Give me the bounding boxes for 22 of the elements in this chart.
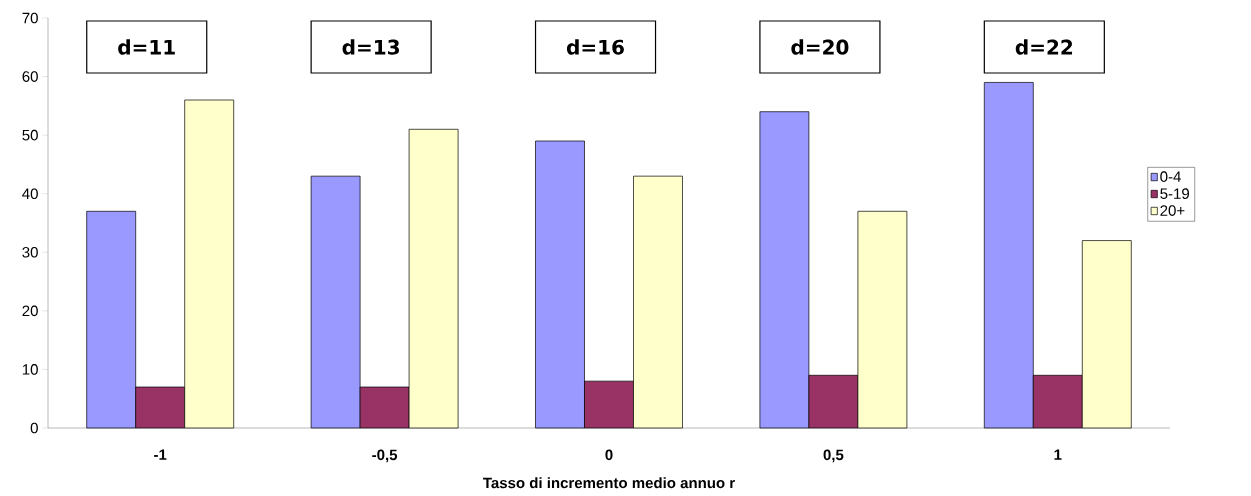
- y-tick-label: 20: [22, 305, 38, 317]
- x-tick-label: 1: [1054, 449, 1062, 460]
- annotation: d=16: [566, 39, 624, 55]
- y-tick-label: 0: [30, 422, 38, 434]
- legend-label: 5-19: [1160, 188, 1189, 199]
- annotation: d=11: [118, 39, 175, 55]
- legend-label: 20+: [1160, 205, 1185, 216]
- x-tick-label: -1: [154, 449, 167, 460]
- x-tick-label: 0: [605, 449, 613, 461]
- y-tick-label: 40: [22, 188, 38, 200]
- annotation: d=13: [342, 39, 400, 55]
- annotation: d=20: [791, 39, 849, 55]
- x-tick-label: 0,5: [823, 449, 844, 463]
- y-tick-label: 60: [22, 71, 38, 82]
- x-tick-label: -0,5: [372, 449, 398, 463]
- y-tick-label: 10: [22, 364, 38, 375]
- y-tick-label: 50: [22, 129, 38, 141]
- annotation: d=22: [1015, 39, 1073, 55]
- x-axis-title: Tasso di incremento medio annuo r: [483, 477, 735, 489]
- legend-label: 0-4: [1160, 171, 1181, 182]
- y-tick-label: 30: [22, 246, 38, 258]
- y-tick-label: 70: [22, 12, 38, 24]
